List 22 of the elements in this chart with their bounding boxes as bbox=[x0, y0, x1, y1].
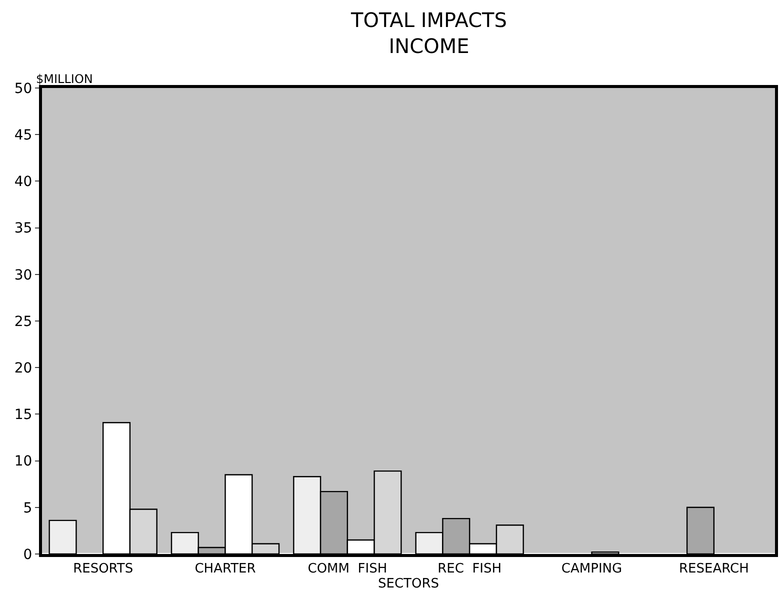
y-tick-label: 15 bbox=[14, 407, 32, 424]
y-tick-label: 5 bbox=[23, 500, 32, 516]
x-tick-label: REC FISH bbox=[438, 562, 502, 577]
y-tick-label: 40 bbox=[14, 174, 32, 190]
bar bbox=[686, 506, 715, 554]
x-tick-label: CAMPING bbox=[561, 562, 622, 577]
x-tick-label: RESORTS bbox=[73, 562, 134, 577]
y-axis-title: $MILLION bbox=[36, 72, 93, 86]
x-tick-label: CHARTER bbox=[194, 562, 256, 577]
y-tick-label: 30 bbox=[14, 267, 32, 284]
y-tick-label: 45 bbox=[14, 128, 32, 144]
chart-title: TOTAL IMPACTS INCOME bbox=[350, 8, 507, 58]
x-tick-label: RESEARCH bbox=[679, 562, 749, 577]
y-tick-label: 0 bbox=[23, 546, 32, 563]
y-tick-label: 20 bbox=[14, 360, 32, 376]
bar bbox=[48, 520, 77, 554]
y-tick-label: 50 bbox=[14, 80, 32, 97]
y-tick-label: 25 bbox=[14, 314, 32, 330]
y-tick-label: 10 bbox=[14, 454, 32, 470]
y-tick-label: 35 bbox=[14, 220, 32, 237]
x-axis-title: SECTORS bbox=[378, 576, 440, 592]
x-tick-label: COMM FISH bbox=[308, 562, 388, 577]
